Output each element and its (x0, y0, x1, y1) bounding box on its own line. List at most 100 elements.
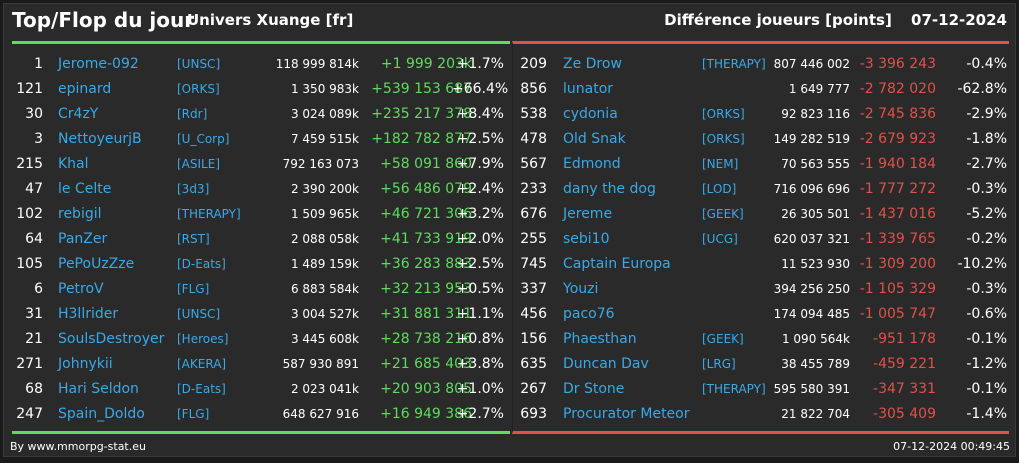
points-difference: +31 881 311 (380, 306, 472, 322)
guild-tag-link[interactable]: [LRG] (702, 357, 736, 371)
player-rank: 209 (520, 56, 547, 72)
guild-tag-link[interactable]: [Heroes] (177, 332, 229, 346)
player-name-link[interactable]: rebigil (58, 206, 102, 222)
points-difference: -1 339 765 (859, 231, 936, 247)
player-name-link[interactable]: cydonia (563, 106, 618, 122)
player-rank: 21 (25, 331, 43, 347)
guild-tag-link[interactable]: [RST] (177, 232, 210, 246)
player-rank: 538 (520, 106, 547, 122)
player-name-link[interactable]: Ze Drow (563, 56, 622, 72)
guild-tag-link[interactable]: [NEM] (702, 157, 739, 171)
percent-change: +0.8% (456, 331, 504, 347)
player-name-link[interactable]: Procurator Meteor (563, 406, 690, 422)
percent-change: +1.0% (456, 381, 504, 397)
player-name-link[interactable]: sebi10 (563, 231, 610, 247)
guild-tag-link[interactable]: [THERAPY] (702, 382, 766, 396)
guild-tag-link[interactable]: [AKERA] (177, 357, 227, 371)
percent-change: +0.5% (456, 281, 504, 297)
guild-tag-link[interactable]: [GEEK] (702, 332, 744, 346)
player-name-link[interactable]: PePoUzZze (58, 256, 135, 272)
percent-change: -0.1% (966, 331, 1007, 347)
player-points: 792 163 073 (282, 157, 359, 171)
player-name-link[interactable]: NettoyeurjB (58, 131, 142, 147)
guild-tag-link[interactable]: [FLG] (177, 407, 210, 421)
player-name-link[interactable]: Khal (58, 156, 89, 172)
points-difference: -1 005 747 (859, 306, 936, 322)
player-name-link[interactable]: Youzi (563, 281, 599, 297)
player-name-link[interactable]: Johnykii (58, 356, 113, 372)
guild-tag-link[interactable]: [THERAPY] (702, 57, 766, 71)
player-name-link[interactable]: Jerome-092 (58, 56, 139, 72)
player-row: 478 Old Snak [ORKS] 149 282 519 -2 679 923 -1… (513, 127, 1009, 152)
page-title: Top/Flop du jour (12, 8, 195, 32)
points-difference: +539 153 687 (371, 81, 472, 97)
player-points: 1 090 564k (781, 332, 850, 346)
guild-tag-link[interactable]: [D-Eats] (177, 257, 226, 271)
player-rank: 215 (16, 156, 43, 172)
player-name-link[interactable]: SoulsDestroyer (58, 331, 165, 347)
header: Top/Flop du jour Univers Xuange [fr] Dif… (4, 4, 1015, 40)
player-name-link[interactable]: Edmond (563, 156, 621, 172)
guild-tag-link[interactable]: [Rdr] (177, 107, 208, 121)
player-name-link[interactable]: Hari Seldon (58, 381, 139, 397)
points-difference: +41 733 919 (380, 231, 472, 247)
player-points: 595 580 391 (773, 382, 850, 396)
player-name-link[interactable]: dany the dog (563, 181, 656, 197)
guild-tag-link[interactable]: [THERAPY] (177, 207, 241, 221)
guild-tag-link[interactable]: [UNSC] (177, 57, 221, 71)
player-name-link[interactable]: le Celte (58, 181, 112, 197)
player-points: 1 509 965k (290, 207, 359, 221)
guild-tag-link[interactable]: [ASILE] (177, 157, 220, 171)
player-name-link[interactable]: Jereme (563, 206, 613, 222)
player-rank: 676 (520, 206, 547, 222)
player-rank: 456 (520, 306, 547, 322)
player-points: 11 523 930 (781, 257, 850, 271)
guild-tag-link[interactable]: [ORKS] (702, 107, 745, 121)
player-row: 47 le Celte [3d3] 2 390 200k +56 486 079 +2.4… (12, 177, 510, 202)
points-difference: -3 396 243 (859, 56, 936, 72)
player-name-link[interactable]: Cr4zY (58, 106, 99, 122)
percent-change: +2.5% (456, 131, 504, 147)
points-difference: +56 486 079 (380, 181, 472, 197)
player-rank: 745 (520, 256, 547, 272)
percent-change: -1.2% (966, 356, 1007, 372)
date-label: 07-12-2024 (911, 11, 1007, 29)
player-name-link[interactable]: lunator (563, 81, 614, 97)
points-difference: -951 178 (873, 331, 936, 347)
guild-tag-link[interactable]: [3d3] (177, 182, 210, 196)
player-name-link[interactable]: PanZer (58, 231, 108, 247)
credit-link[interactable]: By www.mmorpg-stat.eu (10, 440, 146, 453)
player-name-link[interactable]: paco76 (563, 306, 615, 322)
guild-tag-link[interactable]: [D-Eats] (177, 382, 226, 396)
player-name-link[interactable]: Duncan Dav (563, 356, 649, 372)
player-row: 456 paco76 174 094 485 -1 005 747 -0.6% (513, 302, 1009, 327)
player-name-link[interactable]: Phaesthan (563, 331, 637, 347)
guild-tag-link[interactable]: [ORKS] (177, 82, 220, 96)
player-name-link[interactable]: PetroV (58, 281, 104, 297)
guild-tag-link[interactable]: [ORKS] (702, 132, 745, 146)
player-points: 587 930 891 (282, 357, 359, 371)
player-row: 337 Youzi 394 256 250 -1 105 329 -0.3% (513, 277, 1009, 302)
guild-tag-link[interactable]: [LOD] (702, 182, 737, 196)
player-name-link[interactable]: H3llrider (58, 306, 119, 322)
guild-tag-link[interactable]: [GEEK] (702, 207, 744, 221)
guild-tag-link[interactable]: [FLG] (177, 282, 210, 296)
guild-tag-link[interactable]: [UCG] (702, 232, 738, 246)
player-row: 209 Ze Drow [THERAPY] 807 446 002 -3 396 243… (513, 52, 1009, 77)
points-difference: +32 213 953 (380, 281, 472, 297)
guild-tag-link[interactable]: [UNSC] (177, 307, 221, 321)
guild-tag-link[interactable]: [U_Corp] (177, 132, 230, 146)
player-name-link[interactable]: Old Snak (563, 131, 626, 147)
player-points: 174 094 485 (773, 307, 850, 321)
points-difference: +182 782 877 (371, 131, 472, 147)
player-row: 31 H3llrider [UNSC] 3 004 527k +31 881 311 +1… (12, 302, 510, 327)
player-name-link[interactable]: Spain_Doldo (58, 406, 145, 422)
points-difference: +36 283 883 (380, 256, 472, 272)
header-right: Différence joueurs [points] 07-12-2024 (664, 11, 1007, 29)
points-difference: -2 745 836 (859, 106, 936, 122)
player-name-link[interactable]: Captain Europa (563, 256, 671, 272)
percent-change: +1.7% (456, 56, 504, 72)
player-name-link[interactable]: Dr Stone (563, 381, 625, 397)
player-points: 38 455 789 (781, 357, 850, 371)
player-name-link[interactable]: epinard (58, 81, 112, 97)
